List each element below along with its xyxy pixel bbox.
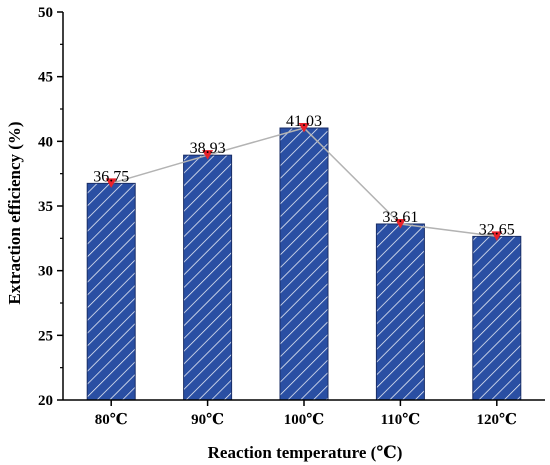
x-tick-label-2: 100℃ bbox=[284, 412, 325, 428]
bar-2 bbox=[279, 127, 329, 401]
y-tick-label-3: 35 bbox=[38, 199, 53, 215]
x-tick-label-4: 120℃ bbox=[477, 412, 518, 428]
x-tick-label-0: 80℃ bbox=[95, 412, 128, 428]
bar-4 bbox=[472, 235, 522, 401]
y-tick-label-5: 45 bbox=[38, 70, 53, 86]
data-label-0: 36.75 bbox=[93, 168, 129, 185]
x-tick-label-3: 110℃ bbox=[381, 412, 421, 428]
y-tick-label-1: 25 bbox=[38, 328, 53, 344]
y-tick-label-4: 40 bbox=[38, 134, 53, 150]
bar-3 bbox=[375, 223, 425, 401]
data-label-4: 32.65 bbox=[479, 221, 515, 238]
y-axis-title: Extraction efficiency (%) bbox=[5, 121, 24, 304]
marker-1 bbox=[202, 150, 214, 160]
data-label-3: 33.61 bbox=[382, 209, 418, 226]
x-axis-title: Reaction temperature (℃) bbox=[208, 443, 403, 462]
data-label-2: 41.03 bbox=[286, 113, 322, 130]
y-tick-label-2: 30 bbox=[38, 264, 53, 280]
marker-0 bbox=[105, 178, 117, 188]
y-tick-label-0: 20 bbox=[38, 393, 53, 409]
data-label-1: 38.93 bbox=[190, 140, 226, 157]
marker-3 bbox=[394, 218, 406, 229]
marker-4 bbox=[491, 231, 503, 241]
bar-0 bbox=[86, 182, 136, 401]
y-tick-label-6: 50 bbox=[38, 5, 53, 21]
x-tick-label-1: 90℃ bbox=[191, 412, 224, 428]
bar-1 bbox=[183, 154, 233, 401]
marker-2 bbox=[298, 123, 310, 133]
